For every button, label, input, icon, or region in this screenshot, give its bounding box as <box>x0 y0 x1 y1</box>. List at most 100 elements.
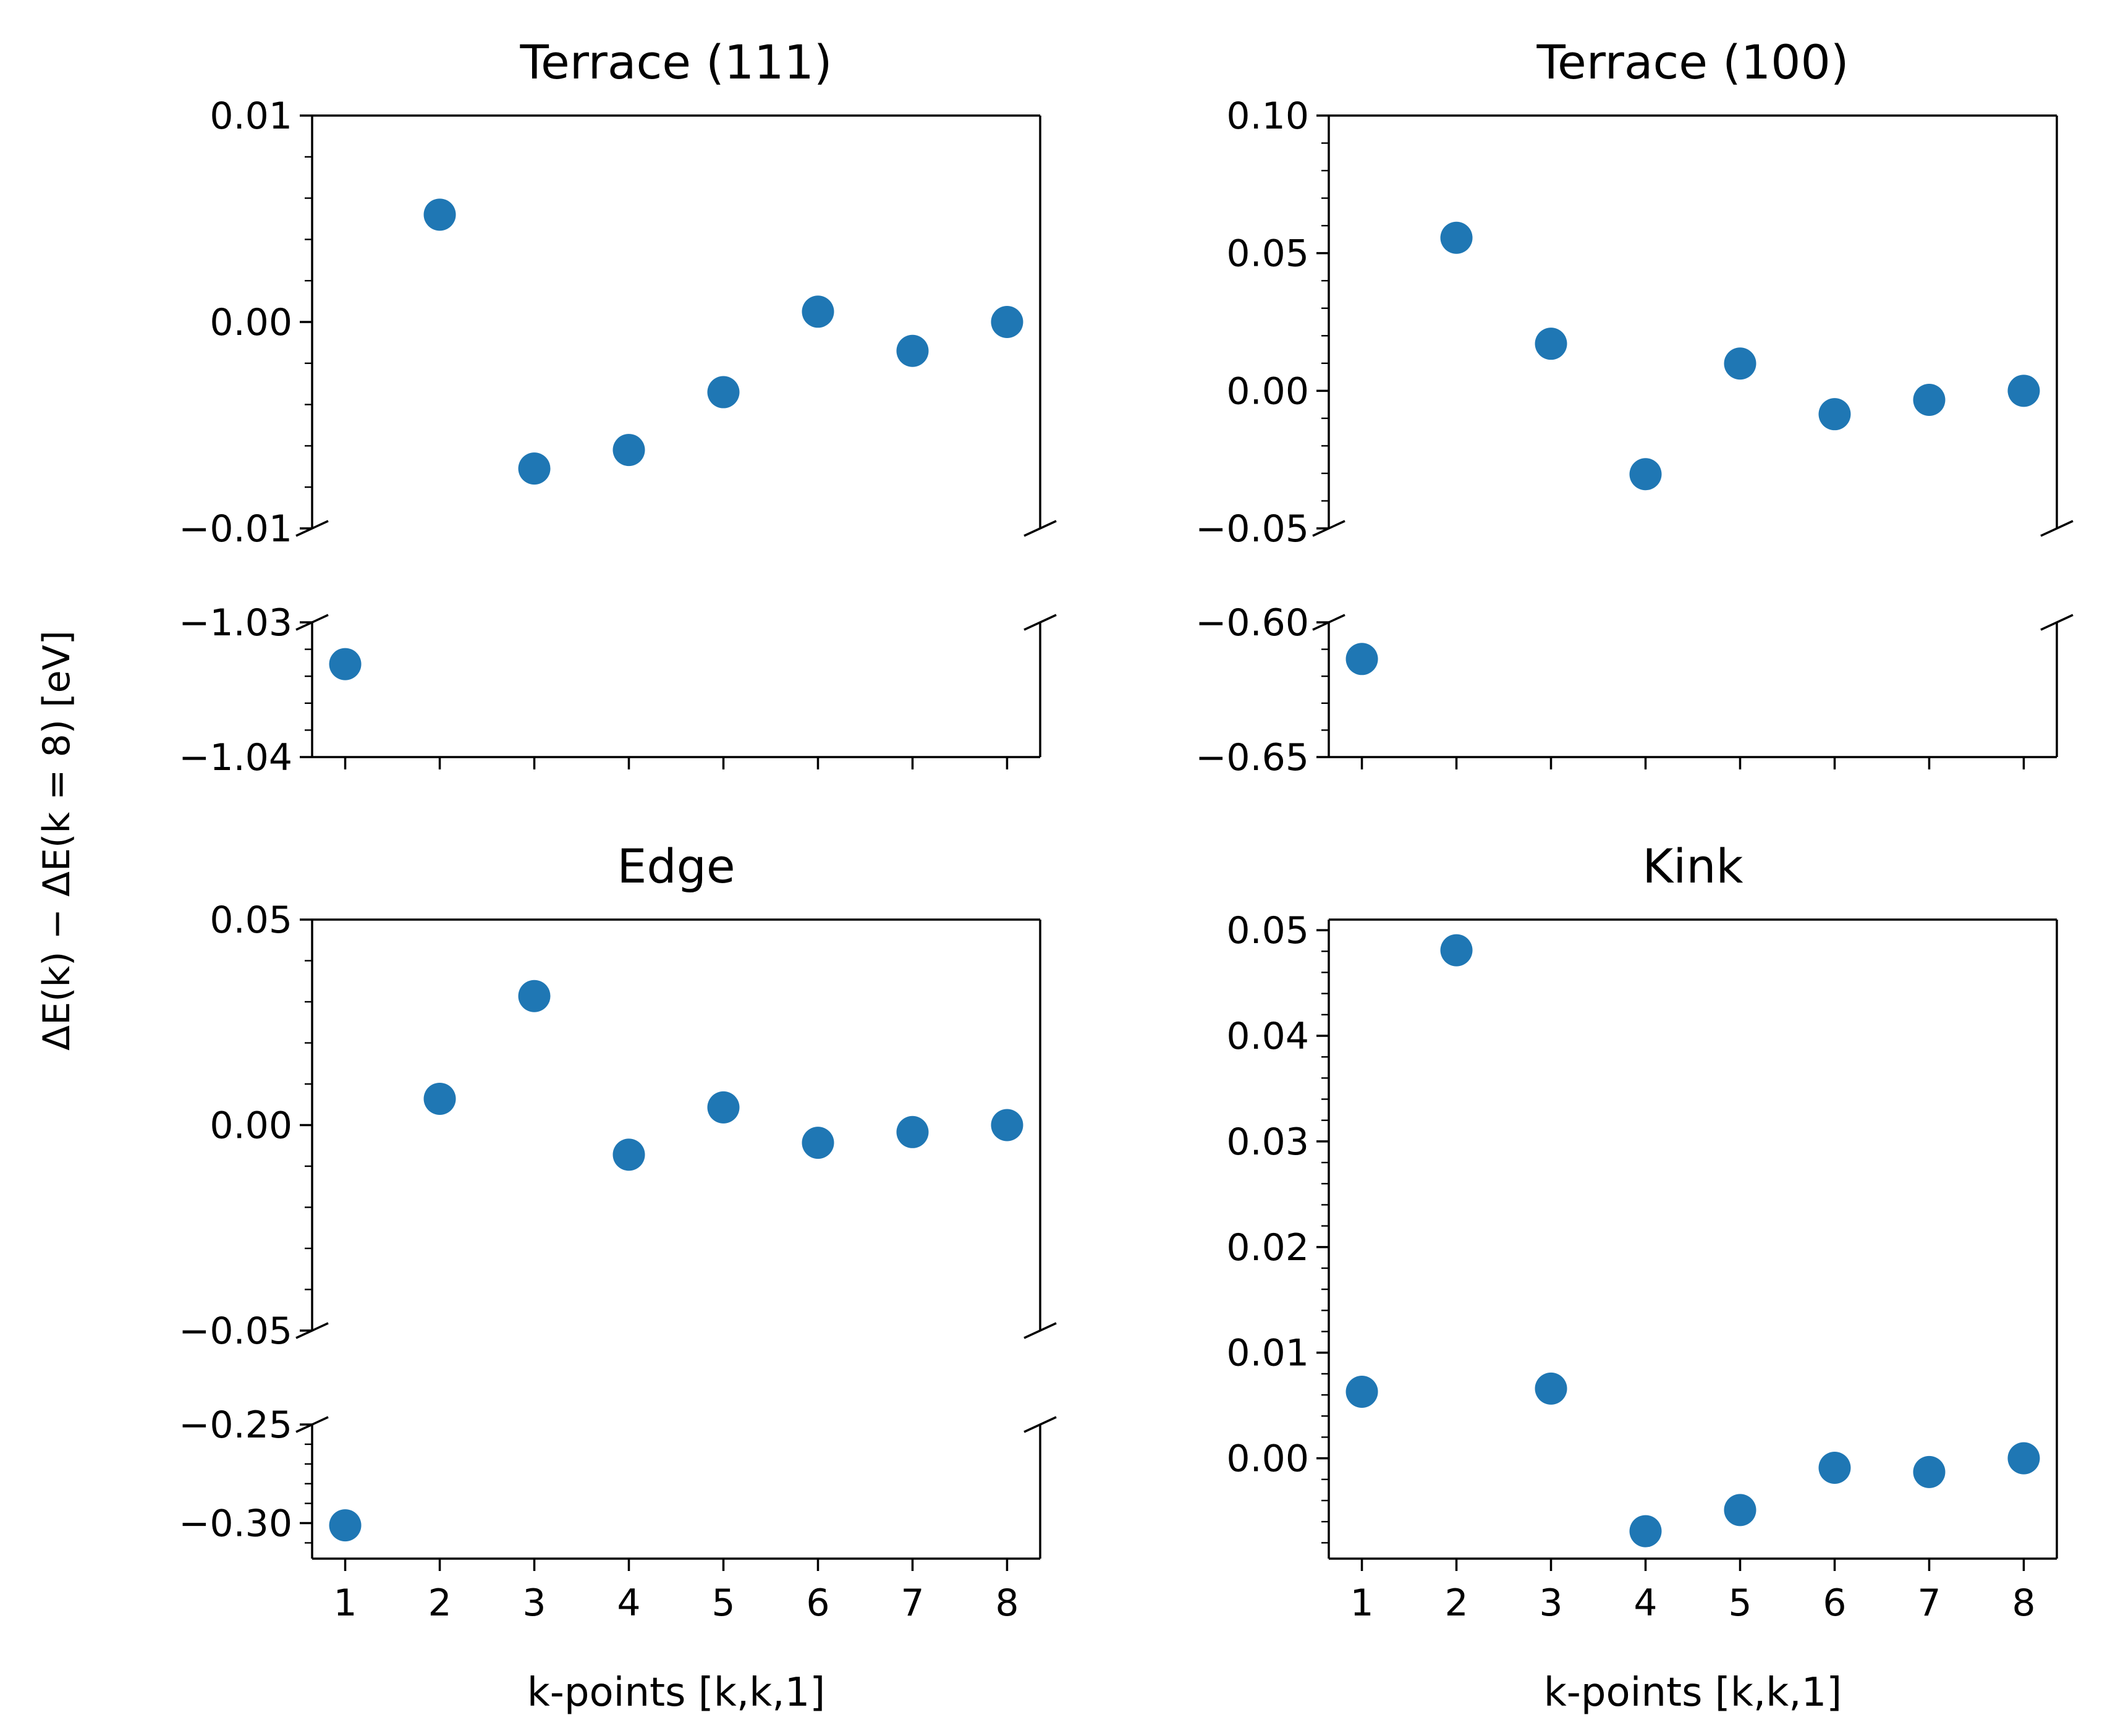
y-tick-label: 0.04 <box>1226 1015 1309 1058</box>
data-point <box>2007 375 2040 407</box>
axes-single: 0.00 0.01 0.02 0.03 0.04 0.05 <box>1226 909 2058 1560</box>
axis-break-mark <box>1312 614 1345 631</box>
x-tick-label: 5 <box>1728 1581 1752 1625</box>
data-point <box>518 452 551 485</box>
x-tick-label: 6 <box>1823 1581 1846 1625</box>
x-tick-label: 8 <box>995 1581 1019 1625</box>
y-tick-label: 0.00 <box>1226 370 1309 413</box>
y-tick-label: 0.00 <box>210 301 292 344</box>
data-point <box>612 1138 645 1171</box>
y-tick-label: 0.00 <box>210 1104 292 1148</box>
y-tick-label: −0.05 <box>1195 507 1309 551</box>
axes-upper: −0.05 0.00 0.05 <box>179 899 1057 1353</box>
y-tick-label: 0.01 <box>1226 1332 1309 1375</box>
x-axis-label: k-points [k,k,1] <box>527 1670 826 1716</box>
data-point <box>1724 1494 1756 1526</box>
y-tick-label: 0.10 <box>1226 95 1309 138</box>
axis-break-mark <box>2040 614 2074 631</box>
data-point <box>423 1082 456 1115</box>
axis-break-mark <box>1023 1322 1057 1339</box>
panel-title: Terrace (111) <box>519 35 832 90</box>
panel-title: Terrace (100) <box>1536 35 1849 90</box>
data-point <box>1818 1452 1851 1484</box>
data-point <box>896 1116 929 1148</box>
y-tick-label: −1.04 <box>179 736 292 779</box>
axis-break-mark <box>1312 520 1345 537</box>
axis-break-mark <box>1023 614 1057 631</box>
data-point <box>1440 221 1473 254</box>
axes-upper: −0.01 0.00 0.01 <box>179 95 1057 551</box>
data-point <box>1913 1455 1946 1488</box>
data-point <box>991 306 1023 338</box>
y-tick-label: 0.03 <box>1226 1120 1309 1164</box>
data-point <box>1629 458 1662 491</box>
panel-1: Terrace (111) −0.01 0.00 0.01 −1.04 −1.03 <box>179 35 1057 779</box>
axis-break-mark <box>295 614 329 631</box>
data-point <box>896 334 929 367</box>
axis-break-mark <box>295 1322 329 1339</box>
data-point <box>2007 1442 2040 1475</box>
y-tick-label: −1.03 <box>179 601 292 645</box>
panel-title: Kink <box>1642 839 1743 894</box>
x-tick-label: 1 <box>333 1581 357 1625</box>
x-tick-label: 8 <box>2012 1581 2035 1625</box>
axes-lower: −1.04 −1.03 <box>179 601 1057 779</box>
y-tick-label: −0.05 <box>179 1310 292 1353</box>
y-tick-label: −0.01 <box>179 507 292 551</box>
y-tick-label: 0.02 <box>1226 1226 1309 1269</box>
x-tick-label: 3 <box>1539 1581 1562 1625</box>
data-point <box>1535 328 1567 360</box>
y-tick-label: −0.30 <box>179 1502 292 1546</box>
data-point <box>423 198 456 231</box>
axes-lower: −0.30 −0.25 <box>179 1404 1057 1560</box>
data-point <box>802 1127 834 1159</box>
panel-title: Edge <box>617 839 735 894</box>
data-point <box>802 295 834 328</box>
data-point <box>991 1109 1023 1141</box>
axis-break-mark <box>295 1416 329 1433</box>
panels: Terrace (111) −0.01 0.00 0.01 −1.04 −1.03 Terr… <box>179 35 2074 1716</box>
y-tick-label: −0.65 <box>1195 736 1309 779</box>
y-tick-label: −0.25 <box>179 1404 292 1447</box>
panel-4: Kink 0.00 0.01 0.02 0.03 0.04 0.05 1 2 3 4 5 6 7 8 k-po… <box>1226 839 2058 1716</box>
data-point <box>1345 1375 1378 1408</box>
axis-break-mark <box>2040 520 2074 537</box>
axes-lower: −0.65 −0.60 <box>1195 601 2074 779</box>
data-point <box>1440 934 1473 967</box>
x-tick-label: 7 <box>900 1581 924 1625</box>
y-tick-label: 0.05 <box>1226 909 1309 952</box>
axes-upper: −0.05 0.00 0.05 0.10 <box>1195 95 2074 551</box>
data-point <box>1913 384 1946 417</box>
data-point <box>612 434 645 467</box>
axis-break-mark <box>1023 1416 1057 1433</box>
x-tick-label: 7 <box>1917 1581 1941 1625</box>
data-point <box>1724 347 1756 380</box>
data-point <box>1535 1372 1567 1405</box>
panel-3: Edge −0.05 0.00 0.05 −0.30 −0.25 1 2 3 4 5 6 7 8 k-poi… <box>179 839 1057 1716</box>
data-point <box>329 648 362 680</box>
x-tick-label: 1 <box>1350 1581 1373 1625</box>
x-tick-label: 5 <box>711 1581 735 1625</box>
data-point <box>1818 398 1851 431</box>
data-point <box>518 980 551 1012</box>
x-axis-label: k-points [k,k,1] <box>1544 1670 1842 1716</box>
data-point <box>707 1091 740 1124</box>
y-tick-label: 0.05 <box>1226 232 1309 276</box>
x-tick-label: 2 <box>428 1581 451 1625</box>
x-tick-label: 6 <box>806 1581 829 1625</box>
x-tick-label: 3 <box>522 1581 546 1625</box>
data-point <box>329 1509 362 1542</box>
y-tick-label: 0.00 <box>1226 1437 1309 1481</box>
panel-2: Terrace (100) −0.05 0.00 0.05 0.10 −0.65 −0.60 <box>1195 35 2074 779</box>
data-point <box>1345 643 1378 675</box>
data-point <box>1629 1515 1662 1548</box>
figure-y-axis-label: ΔE(k) − ΔE(k = 8) [eV] <box>35 630 78 1051</box>
x-tick-label: 4 <box>617 1581 640 1625</box>
axis-break-mark <box>295 520 329 537</box>
y-tick-label: 0.05 <box>210 899 292 942</box>
axis-break-mark <box>1023 520 1057 537</box>
y-tick-label: −0.60 <box>1195 601 1309 645</box>
x-tick-label: 4 <box>1633 1581 1657 1625</box>
x-tick-label: 2 <box>1444 1581 1468 1625</box>
